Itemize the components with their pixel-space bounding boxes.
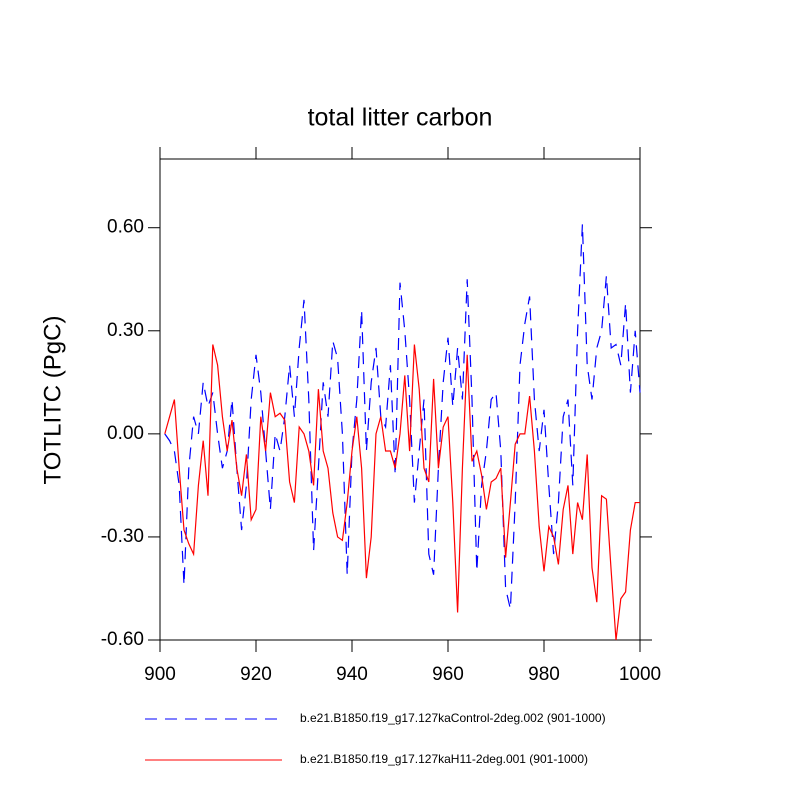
y-tick-label: -0.30 xyxy=(101,526,144,547)
y-tick-label: -0.60 xyxy=(101,629,144,650)
y-tick-label: 0.30 xyxy=(107,320,144,341)
legend-label: b.e21.B1850.f19_g17.127kaH11-2deg.001 (9… xyxy=(300,752,588,766)
x-tick-label: 1000 xyxy=(619,664,661,685)
x-tick-label: 900 xyxy=(144,664,176,685)
x-tick-label: 920 xyxy=(240,664,272,685)
data-line xyxy=(164,224,641,610)
data-line xyxy=(164,344,640,641)
x-tick-label: 940 xyxy=(336,664,368,685)
x-tick-label: 960 xyxy=(432,664,464,685)
y-tick-label: 0.60 xyxy=(107,217,144,238)
y-axis-label: TOTLITC (PgC) xyxy=(39,316,66,485)
chart-title: total litter carbon xyxy=(308,104,493,132)
plot-frame xyxy=(159,158,641,641)
legend-label: b.e21.B1850.f19_g17.127kaControl-2deg.00… xyxy=(300,711,606,725)
y-tick-label: 0.00 xyxy=(107,423,144,444)
x-tick-label: 980 xyxy=(528,664,560,685)
